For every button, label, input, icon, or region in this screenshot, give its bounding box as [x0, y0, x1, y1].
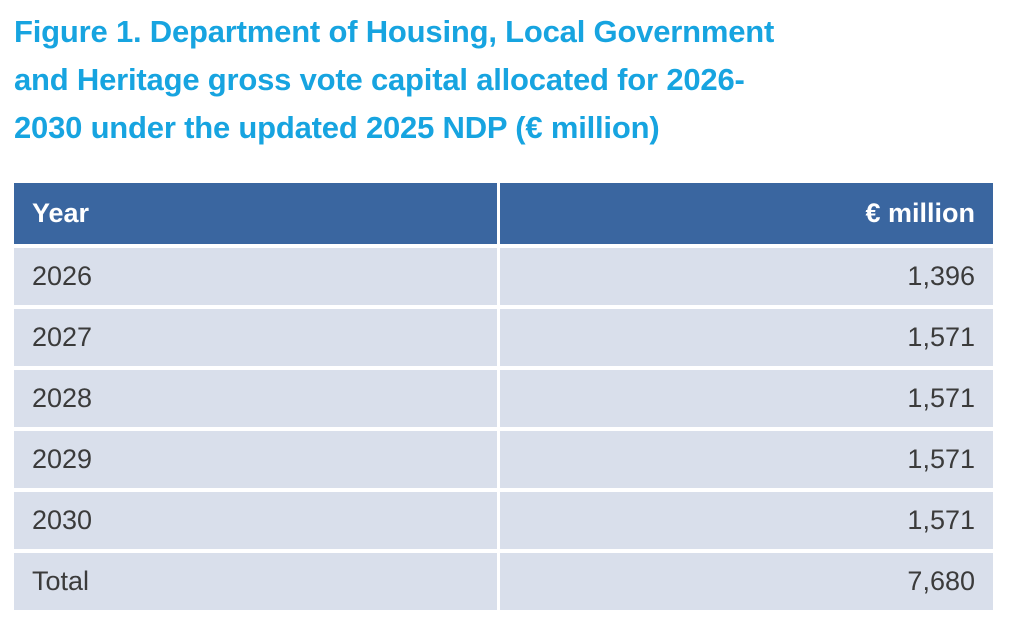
year-cell: 2026 [14, 248, 497, 305]
value-cell: 1,571 [500, 370, 993, 427]
year-cell: 2030 [14, 492, 497, 549]
year-cell: Total [14, 553, 497, 610]
data-table: Year € million 2026 1,396 2027 1,571 202… [14, 183, 993, 610]
figure-title-line-1: Figure 1. Department of Housing, Local G… [14, 14, 775, 49]
value-cell: 7,680 [500, 553, 993, 610]
table-row: 2026 1,396 [14, 248, 993, 305]
year-cell: 2029 [14, 431, 497, 488]
table-row: 2028 1,571 [14, 370, 993, 427]
value-cell: 1,571 [500, 431, 993, 488]
value-cell: 1,571 [500, 309, 993, 366]
value-cell: 1,571 [500, 492, 993, 549]
figure-title: Figure 1. Department of Housing, Local G… [14, 8, 1010, 152]
table-row-total: Total 7,680 [14, 553, 993, 610]
year-cell: 2028 [14, 370, 497, 427]
table-row: 2029 1,571 [14, 431, 993, 488]
table-row: 2030 1,571 [14, 492, 993, 549]
column-header-year: Year [14, 183, 497, 244]
table-header-row: Year € million [14, 183, 993, 244]
table-row: 2027 1,571 [14, 309, 993, 366]
year-cell: 2027 [14, 309, 497, 366]
figure-title-line-2: and Heritage gross vote capital allocate… [14, 62, 745, 97]
value-cell: 1,396 [500, 248, 993, 305]
column-header-value: € million [500, 183, 993, 244]
figure-title-line-3: 2030 under the updated 2025 NDP (€ milli… [14, 110, 660, 145]
